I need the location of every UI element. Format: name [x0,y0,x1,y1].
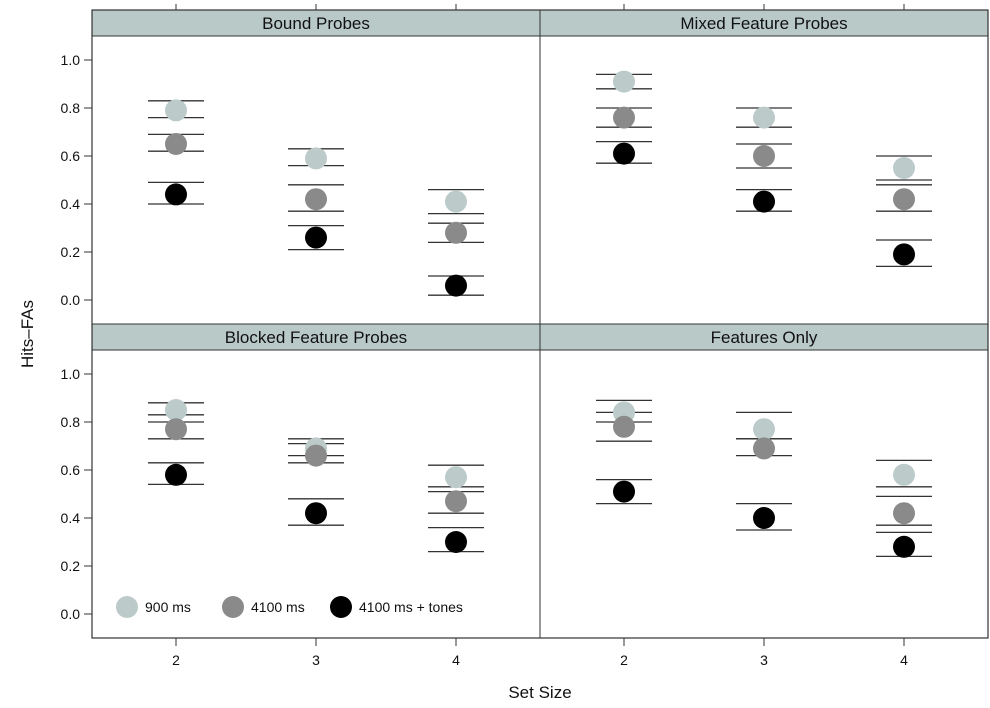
y-axis-label: Hits–FAs [18,300,37,368]
legend-marker [116,596,138,618]
y-tick-label: 0.6 [61,462,81,478]
legend-label: 900 ms [145,599,191,615]
x-tick-label: 2 [172,652,180,668]
data-point [613,70,635,93]
panel-title: Features Only [711,328,818,347]
data-point [305,147,327,170]
panel-title: Blocked Feature Probes [225,328,407,347]
data-point [305,444,327,467]
data-point [165,463,187,486]
data-point [165,99,187,122]
x-tick-label: 3 [312,652,320,668]
data-point [893,502,915,525]
y-tick-label: 0.4 [61,510,81,526]
data-point [893,535,915,558]
legend-marker [222,596,244,618]
data-point [165,399,187,421]
data-point [753,418,775,441]
x-tick-label: 4 [452,652,460,668]
panel-title: Bound Probes [262,14,370,33]
data-point [445,490,467,513]
y-tick-label: 0.6 [61,148,81,164]
y-tick-label: 0.2 [61,558,81,574]
data-point [893,188,915,211]
data-point [893,157,915,179]
legend-label: 4100 ms [251,599,305,615]
data-point [753,190,775,213]
x-axis-label: Set Size [508,683,571,702]
panel-strip [539,9,989,37]
data-point [305,226,327,249]
data-point [613,415,635,438]
legend-label: 4100 ms + tones [359,599,463,615]
data-point [445,190,467,213]
y-tick-label: 1.0 [61,366,81,382]
y-tick-label: 0.0 [61,292,81,308]
legend-marker [330,596,352,618]
y-tick-label: 0.4 [61,196,81,212]
data-point [613,480,635,503]
data-point [445,531,467,553]
panel-title: Mixed Feature Probes [680,14,847,33]
x-tick-label: 4 [900,652,908,668]
data-point [893,243,915,266]
data-point [753,106,775,129]
y-tick-label: 0.8 [61,100,81,116]
data-point [165,133,187,155]
x-tick-label: 3 [760,652,768,668]
y-tick-label: 0.8 [61,414,81,430]
data-point [613,142,635,165]
y-tick-label: 0.2 [61,244,81,260]
panel-strip [91,9,541,37]
data-point [165,183,187,206]
panel-strip [91,323,541,351]
data-point [445,274,467,297]
data-point [445,466,467,489]
data-point [165,418,187,441]
data-point [753,507,775,529]
data-point [753,437,775,460]
y-tick-label: 1.0 [61,52,81,68]
data-point [305,188,327,211]
x-tick-label: 2 [620,652,628,668]
data-point [893,463,915,486]
data-point [613,106,635,129]
data-point [445,221,467,244]
data-point [753,145,775,167]
data-point [305,502,327,525]
y-tick-label: 0.0 [61,606,81,622]
